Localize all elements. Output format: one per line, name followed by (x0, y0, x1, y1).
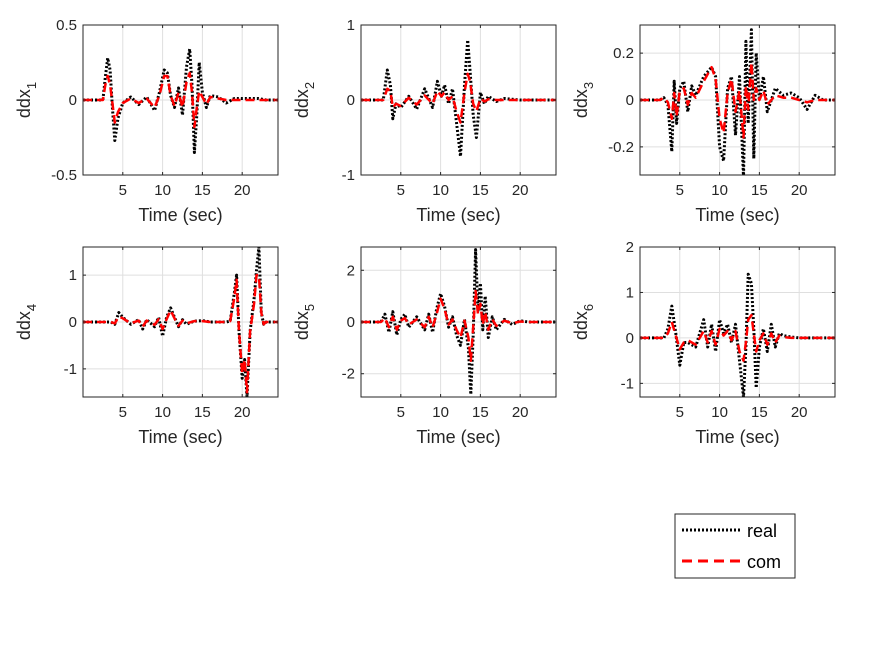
x-tick-label: 15 (194, 182, 211, 199)
y-tick-label: -0.5 (51, 167, 77, 184)
x-axis-label: Time (sec) (138, 427, 222, 447)
y-axis-label-base: ddx (571, 311, 591, 340)
y-axis-label: ddx1 (14, 82, 39, 118)
y-tick-label: 2 (347, 262, 355, 279)
y-tick-label: 1 (69, 267, 77, 284)
subplot-3: 5 10 15 20 -0.2 0 0.2 Time (sec) ddx3 (571, 24, 836, 225)
series-line-com (83, 71, 278, 129)
y-axis-label: ddx2 (292, 82, 317, 118)
x-tick-label: 15 (751, 182, 768, 199)
x-tick-label: 10 (432, 182, 449, 199)
y-tick-label: 0 (626, 330, 634, 347)
x-tick-label: 5 (397, 182, 405, 199)
y-tick-label: 2 (626, 239, 634, 256)
y-tick-label: 0.2 (613, 45, 634, 62)
y-axis-label-base: ddx (292, 89, 312, 118)
x-tick-label: 5 (676, 182, 684, 199)
legend-com-label: com (747, 552, 781, 572)
series-line-real (83, 47, 278, 154)
x-tick-label: 20 (234, 182, 251, 199)
y-tick-label: -2 (342, 366, 355, 383)
x-tick-label: 15 (472, 404, 489, 421)
x-tick-label: 15 (472, 182, 489, 199)
subplot-2: 5 10 15 20 -1 0 1 Time (sec) ddx2 (292, 17, 557, 225)
y-tick-label: -1 (342, 167, 355, 184)
y-tick-label: -1 (64, 361, 77, 378)
x-tick-label: 10 (154, 182, 171, 199)
y-axis-label-base: ddx (14, 89, 34, 118)
subplot-1: 5 10 15 20 -0.5 0 0.5 Time (sec) ddx1 (14, 17, 279, 225)
x-tick-label: 10 (711, 404, 728, 421)
x-tick-label: 15 (751, 404, 768, 421)
y-tick-label: 0 (626, 92, 634, 109)
y-tick-label: -0.2 (608, 139, 634, 156)
x-tick-label: 20 (512, 404, 529, 421)
y-axis-label: ddx6 (571, 304, 596, 340)
x-axis-label: Time (sec) (138, 205, 222, 225)
y-axis-label-base: ddx (571, 89, 591, 118)
x-tick-label: 20 (234, 404, 251, 421)
series-line-real (640, 28, 835, 175)
subplot-4: 5 10 15 20 -1 0 1 Time (sec) ddx4 (14, 246, 279, 447)
y-axis-label: ddx5 (292, 304, 317, 340)
x-axis-label: Time (sec) (416, 205, 500, 225)
y-axis-label: ddx3 (571, 82, 596, 118)
series-line-com (361, 289, 556, 363)
x-tick-label: 5 (397, 404, 405, 421)
y-tick-label: 0.5 (56, 17, 77, 34)
x-axis-label: Time (sec) (416, 427, 500, 447)
x-tick-label: 15 (194, 404, 211, 421)
series-line-com (361, 72, 556, 124)
y-axis-label-subscript: 1 (24, 82, 39, 89)
y-tick-label: 0 (69, 314, 77, 331)
x-tick-label: 5 (119, 182, 127, 199)
y-tick-label: 1 (626, 284, 634, 301)
series-line-com (640, 61, 835, 139)
x-axis-label: Time (sec) (695, 205, 779, 225)
subplot-6: 5 10 15 20 -1 0 1 2 Time (sec) ddx6 (571, 239, 836, 447)
y-axis-label-subscript: 3 (581, 82, 596, 89)
y-axis-label-base: ddx (14, 311, 34, 340)
legend-box (674, 513, 796, 579)
legend: real com (674, 513, 796, 579)
series-line-real (361, 248, 556, 396)
y-tick-label: -1 (621, 375, 634, 392)
y-axis-label-subscript: 2 (302, 82, 317, 89)
y-axis-label-subscript: 5 (302, 304, 317, 311)
y-axis-label-base: ddx (292, 311, 312, 340)
y-tick-label: 0 (347, 92, 355, 109)
x-tick-label: 20 (512, 182, 529, 199)
x-axis-label: Time (sec) (695, 427, 779, 447)
y-axis-label: ddx4 (14, 304, 39, 340)
x-tick-label: 10 (711, 182, 728, 199)
x-tick-label: 5 (676, 404, 684, 421)
axes-box (639, 246, 836, 398)
y-tick-label: 0 (347, 314, 355, 331)
y-tick-label: 1 (347, 17, 355, 34)
y-tick-label: 0 (69, 92, 77, 109)
series-line-com (640, 313, 835, 362)
legend-real-label: real (747, 521, 777, 541)
series-line-com (83, 273, 278, 394)
y-axis-label-subscript: 6 (581, 304, 596, 311)
x-tick-label: 5 (119, 404, 127, 421)
y-axis-label-subscript: 4 (24, 304, 39, 311)
x-tick-label: 20 (791, 404, 808, 421)
series-line-real (640, 272, 835, 397)
x-tick-label: 10 (154, 404, 171, 421)
x-tick-label: 20 (791, 182, 808, 199)
x-tick-label: 10 (432, 404, 449, 421)
